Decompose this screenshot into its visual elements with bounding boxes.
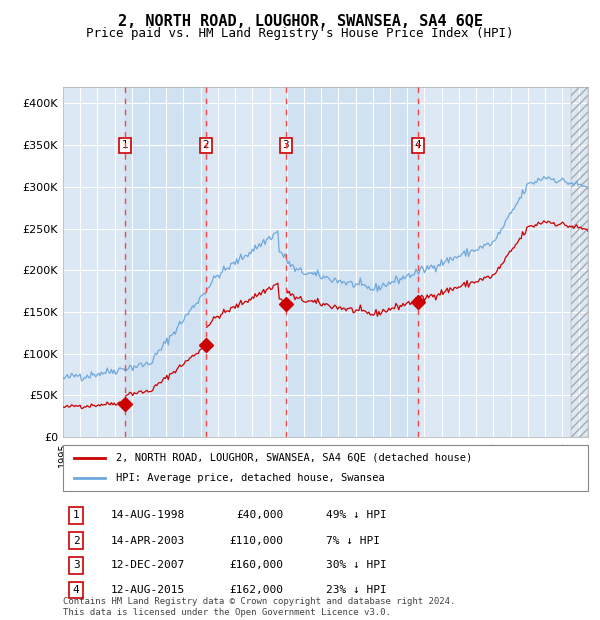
Text: 2: 2 (73, 536, 79, 546)
FancyBboxPatch shape (63, 445, 588, 491)
Text: 3: 3 (73, 560, 79, 570)
Text: Contains HM Land Registry data © Crown copyright and database right 2024.
This d: Contains HM Land Registry data © Crown c… (63, 598, 455, 617)
Text: 2, NORTH ROAD, LOUGHOR, SWANSEA, SA4 6QE (detached house): 2, NORTH ROAD, LOUGHOR, SWANSEA, SA4 6QE… (115, 453, 472, 463)
Text: 14-APR-2003: 14-APR-2003 (110, 536, 185, 546)
Text: 1: 1 (73, 510, 79, 520)
Bar (125, 87, 206, 437)
Text: £110,000: £110,000 (229, 536, 284, 546)
Text: 4: 4 (415, 140, 421, 150)
Bar (286, 87, 418, 437)
Text: 3: 3 (283, 140, 289, 150)
Text: 2, NORTH ROAD, LOUGHOR, SWANSEA, SA4 6QE: 2, NORTH ROAD, LOUGHOR, SWANSEA, SA4 6QE (118, 14, 482, 29)
Text: 49% ↓ HPI: 49% ↓ HPI (325, 510, 386, 520)
Text: 12-AUG-2015: 12-AUG-2015 (110, 585, 185, 595)
Text: HPI: Average price, detached house, Swansea: HPI: Average price, detached house, Swan… (115, 473, 384, 483)
Text: 12-DEC-2007: 12-DEC-2007 (110, 560, 185, 570)
Text: £160,000: £160,000 (229, 560, 284, 570)
Text: 2: 2 (202, 140, 209, 150)
Text: £40,000: £40,000 (236, 510, 284, 520)
Text: 30% ↓ HPI: 30% ↓ HPI (325, 560, 386, 570)
Text: 4: 4 (73, 585, 79, 595)
Text: 7% ↓ HPI: 7% ↓ HPI (325, 536, 380, 546)
Text: 23% ↓ HPI: 23% ↓ HPI (325, 585, 386, 595)
Text: 1: 1 (122, 140, 128, 150)
Text: 14-AUG-1998: 14-AUG-1998 (110, 510, 185, 520)
Text: £162,000: £162,000 (229, 585, 284, 595)
Text: Price paid vs. HM Land Registry's House Price Index (HPI): Price paid vs. HM Land Registry's House … (86, 27, 514, 40)
